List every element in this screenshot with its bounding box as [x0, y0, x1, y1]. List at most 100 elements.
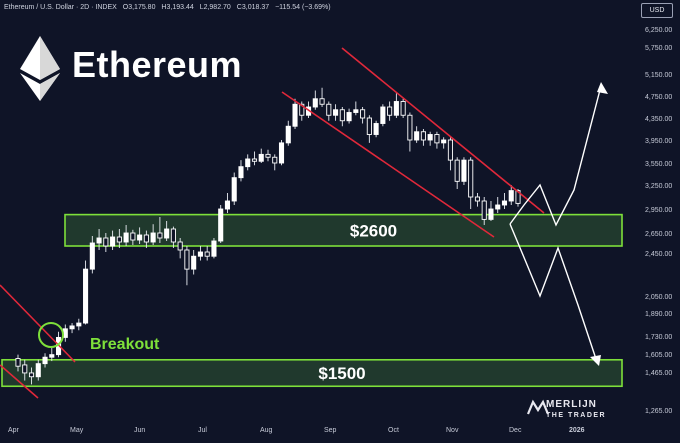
time-tick-label: Dec: [509, 427, 522, 434]
candle-bear: [157, 232, 163, 239]
candle-bull: [49, 354, 55, 358]
candle-bull: [35, 363, 41, 378]
time-tick-label: Oct: [388, 427, 399, 434]
candle-bull: [278, 142, 285, 164]
candle-bear: [515, 190, 521, 204]
candle-bull: [137, 234, 143, 241]
logo-wordmark: MERLIJN THE TRADER: [546, 400, 606, 421]
candle-bear: [360, 109, 366, 119]
price-tick-label: 1,730.00: [645, 334, 672, 341]
candle-bull: [89, 242, 95, 270]
candle-bear: [170, 228, 176, 243]
time-tick-label: Nov: [446, 427, 459, 434]
price-tick-label: 4,350.00: [645, 116, 672, 123]
zone-box: [64, 213, 623, 247]
candle-bull: [211, 240, 217, 257]
candle-bull: [245, 158, 251, 168]
candle-bear: [177, 241, 183, 251]
low-value: L2,982.70: [199, 4, 231, 11]
candle-bull: [346, 112, 352, 122]
candle-bear: [400, 101, 406, 116]
candle-bear: [299, 103, 305, 116]
early-trendline-lower: [0, 364, 39, 399]
price-tick-label: 5,750.00: [645, 45, 672, 52]
candle-bull: [191, 255, 197, 270]
candle-bull: [495, 204, 501, 210]
candle-bull: [110, 236, 116, 247]
bullish-arrow-head: [597, 82, 608, 94]
breakout-label: Breakout: [90, 336, 160, 353]
zone-box: [1, 358, 623, 388]
price-tick-label: 2,450.00: [645, 251, 672, 258]
candles: [15, 87, 521, 385]
candle-bear: [272, 156, 278, 164]
price-axis: 6,250.00 5,750.00 5,150.00 4,750.00 4,350.00…: [645, 27, 672, 415]
price-tick-label: 3,550.00: [645, 161, 672, 168]
bearish-projection-path: [509, 223, 598, 363]
price-tick-label: 2,050.00: [645, 294, 672, 301]
candle-bull: [312, 98, 318, 108]
candle-bear: [407, 114, 413, 141]
currency-selector[interactable]: USD: [641, 3, 673, 18]
symbol-name: Ethereum / U.S. Dollar · 2D · INDEX: [4, 4, 117, 11]
candle-bear: [434, 134, 440, 144]
candle-bear: [130, 232, 136, 241]
candle-bear: [474, 196, 481, 202]
candle-bull: [393, 101, 399, 116]
candle-bear: [116, 236, 122, 243]
time-tick-label: Aug: [260, 427, 273, 434]
support-zones: $2600 $1500: [1, 213, 623, 388]
price-tick-label: 2,650.00: [645, 231, 672, 238]
candle-bear: [184, 249, 190, 270]
ethereum-logo-icon: [20, 36, 60, 101]
change-value: −115.54 (−3.69%): [275, 4, 331, 11]
candle-bull: [373, 123, 379, 135]
candle-bull: [224, 200, 231, 210]
zone-label: $2600: [350, 221, 397, 240]
candle-bull: [508, 190, 514, 202]
candle-bear: [326, 103, 332, 116]
price-tick-label: 3,250.00: [645, 183, 672, 190]
price-tick-label: 1,605.00: [645, 352, 672, 359]
candle-bull: [69, 325, 75, 330]
bearish-arrow-head: [590, 355, 601, 366]
candle-bear: [204, 251, 210, 257]
candle-bear: [468, 159, 474, 198]
candle-bear: [22, 364, 28, 374]
time-axis: Apr May Jun Jul Aug Sep Oct Nov Dec 2026: [8, 427, 585, 434]
candle-bull: [164, 228, 170, 239]
time-tick-label: Apr: [8, 427, 20, 434]
candle-bull: [441, 139, 447, 144]
symbol-header: Ethereum / U.S. Dollar · 2D · INDEX O3,1…: [4, 4, 335, 11]
candle-bear: [265, 153, 271, 158]
price-tick-label: 4,750.00: [645, 94, 672, 101]
candle-bear: [481, 200, 487, 220]
merlijn-logo-icon: [526, 399, 550, 415]
close-value: C3,018.37: [236, 4, 270, 11]
early-trendline: [0, 284, 76, 363]
bullish-projection-path: [509, 85, 602, 227]
candle-bull: [333, 109, 339, 116]
descending-trendline-upper: [341, 47, 545, 214]
candle-bull: [501, 200, 508, 206]
candle-bull: [353, 109, 359, 113]
trendlines: [0, 47, 545, 399]
candle-bull: [197, 251, 203, 257]
candle-bull: [83, 268, 89, 324]
candle-bear: [103, 237, 109, 247]
candle-bull: [292, 103, 298, 127]
price-tick-label: 6,250.00: [645, 27, 672, 34]
descending-trendline-lower: [281, 91, 495, 238]
time-tick-label: Jun: [134, 427, 145, 434]
candle-bull: [488, 208, 494, 220]
candle-bull: [258, 153, 264, 162]
candle-bear: [420, 131, 426, 141]
candle-bull: [461, 159, 467, 182]
brand-title: Ethereum: [72, 44, 243, 85]
logo-line1: MERLIJN: [546, 399, 597, 410]
candle-bear: [251, 158, 258, 162]
price-tick-label: 1,890.00: [645, 311, 672, 318]
breakout-circle: [38, 322, 64, 348]
